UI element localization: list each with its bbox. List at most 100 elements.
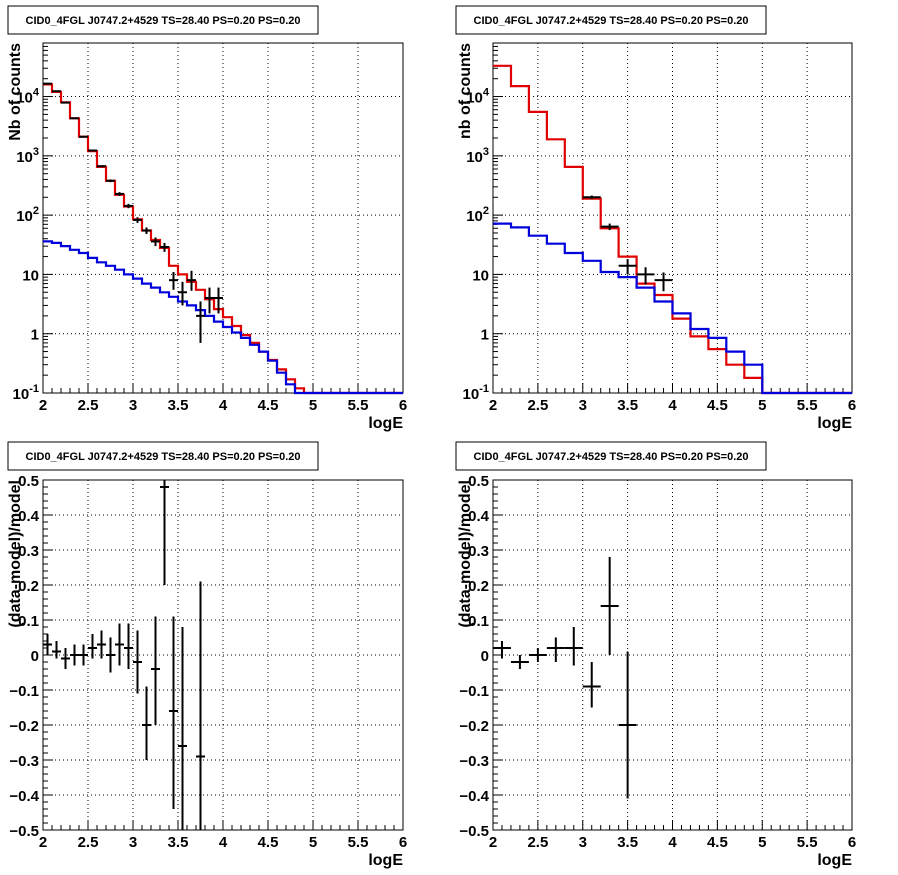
y-tick-label: 102 bbox=[466, 205, 489, 225]
x-tick-label: 5 bbox=[758, 834, 766, 851]
y-axis-label: (data-model)/model bbox=[457, 480, 474, 628]
x-tick-label: 2.5 bbox=[527, 397, 548, 414]
x-tick-label: 4 bbox=[668, 397, 677, 414]
data-point bbox=[600, 223, 619, 231]
x-tick-label: 2.5 bbox=[78, 397, 99, 414]
x-tick-label: 6 bbox=[399, 834, 407, 851]
y-tick-label: −0.1 bbox=[9, 683, 39, 700]
data-point bbox=[160, 480, 169, 585]
chart-title: CID0_4FGL J0747.2+4529 TS=28.40 PS=0.20 … bbox=[26, 451, 301, 463]
data-point bbox=[178, 281, 187, 306]
x-tick-label: 3.5 bbox=[168, 834, 189, 851]
x-tick-label: 6 bbox=[399, 397, 407, 414]
data-point bbox=[115, 623, 124, 666]
chart-title: CID0_4FGL J0747.2+4529 TS=28.40 PS=0.20 … bbox=[26, 15, 301, 27]
data-points bbox=[43, 82, 223, 343]
data-point bbox=[178, 627, 187, 830]
model-total-histogram bbox=[43, 83, 403, 395]
x-tick-label: 2.5 bbox=[527, 834, 548, 851]
data-point bbox=[61, 648, 70, 669]
y-tick-label: 10-1 bbox=[463, 383, 489, 403]
x-tick-label: 5.5 bbox=[797, 834, 818, 851]
x-tick-label: 4.5 bbox=[707, 397, 728, 414]
data-point bbox=[618, 259, 637, 275]
data-point bbox=[546, 637, 565, 662]
data-point bbox=[79, 135, 88, 138]
x-tick-label: 3.5 bbox=[168, 397, 189, 414]
data-point bbox=[61, 101, 70, 104]
data-point bbox=[205, 287, 214, 314]
y-tick-label: 0.5 bbox=[18, 473, 39, 490]
x-tick-label: 4 bbox=[668, 834, 677, 851]
data-point bbox=[196, 581, 205, 830]
x-tick-label: 5.5 bbox=[348, 397, 369, 414]
x-tick-label: 2 bbox=[39, 834, 47, 851]
data-point bbox=[52, 90, 61, 93]
data-point bbox=[97, 630, 106, 659]
y-tick-label: 10 bbox=[472, 267, 489, 284]
title-box bbox=[455, 5, 767, 35]
model-source-histogram bbox=[43, 240, 403, 395]
x-tick-label: 2 bbox=[489, 397, 497, 414]
y-tick-label: 0.3 bbox=[468, 543, 489, 560]
data-points bbox=[493, 557, 637, 799]
x-tick-label: 2 bbox=[489, 834, 497, 851]
data-point bbox=[600, 557, 619, 655]
x-tick-label: 4.5 bbox=[258, 397, 279, 414]
y-tick-label: 104 bbox=[466, 87, 490, 107]
y-tick-label: −0.2 bbox=[459, 718, 489, 735]
data-point bbox=[654, 272, 673, 292]
y-axis-label: nb of counts bbox=[457, 43, 474, 139]
data-point bbox=[151, 237, 160, 247]
data-point bbox=[88, 149, 97, 152]
model-source-histogram bbox=[493, 222, 852, 395]
data-point bbox=[196, 301, 205, 343]
data-point bbox=[133, 217, 142, 223]
x-axis-label: logE bbox=[817, 415, 852, 432]
chart-panel-top-right: CID0_4FGL J0747.2+4529 TS=28.40 PS=0.20 … bbox=[455, 5, 856, 432]
y-tick-label: 0.4 bbox=[468, 508, 490, 525]
y-tick-label: 103 bbox=[16, 146, 39, 166]
data-point bbox=[115, 192, 124, 196]
y-tick-label: 1 bbox=[31, 327, 39, 344]
x-tick-label: 6 bbox=[848, 397, 856, 414]
data-point bbox=[124, 623, 133, 669]
x-axis-label: logE bbox=[368, 852, 403, 869]
y-tick-label: 0.1 bbox=[468, 613, 489, 630]
x-tick-label: 5.5 bbox=[348, 834, 369, 851]
y-tick-label: 0.5 bbox=[468, 473, 489, 490]
data-point bbox=[187, 270, 196, 291]
data-point bbox=[493, 641, 511, 659]
y-tick-label: 1 bbox=[481, 327, 489, 344]
y-tick-label: 0.3 bbox=[18, 543, 39, 560]
x-axis-label: logE bbox=[368, 415, 403, 432]
chart-title: CID0_4FGL J0747.2+4529 TS=28.40 PS=0.20 … bbox=[474, 451, 749, 463]
x-tick-label: 5 bbox=[309, 834, 317, 851]
data-point bbox=[582, 662, 601, 708]
data-point bbox=[528, 648, 547, 662]
x-tick-label: 4.5 bbox=[258, 834, 279, 851]
x-tick-label: 3 bbox=[129, 834, 137, 851]
data-point bbox=[142, 227, 151, 235]
chart-panel-bottom-left: CID0_4FGL J0747.2+4529 TS=28.40 PS=0.20 … bbox=[7, 441, 407, 869]
x-tick-label: 3 bbox=[129, 397, 137, 414]
y-tick-label: −0.4 bbox=[9, 788, 39, 805]
y-axis-label: Nb of counts bbox=[7, 43, 24, 141]
y-tick-label: 10-1 bbox=[13, 383, 39, 403]
x-tick-label: 3.5 bbox=[617, 834, 638, 851]
x-tick-label: 2.5 bbox=[78, 834, 99, 851]
y-tick-label: 10 bbox=[22, 267, 39, 284]
data-point bbox=[79, 644, 88, 666]
y-tick-label: −0.1 bbox=[459, 683, 489, 700]
data-point bbox=[214, 287, 223, 314]
x-tick-label: 4 bbox=[219, 397, 228, 414]
data-point bbox=[70, 644, 79, 666]
x-tick-label: 3 bbox=[579, 834, 587, 851]
x-tick-label: 2 bbox=[39, 397, 47, 414]
data-point bbox=[160, 242, 169, 252]
data-point bbox=[124, 203, 133, 209]
y-tick-label: 104 bbox=[16, 87, 40, 107]
title-box bbox=[455, 441, 767, 471]
data-point bbox=[106, 637, 115, 673]
data-point bbox=[43, 82, 52, 85]
